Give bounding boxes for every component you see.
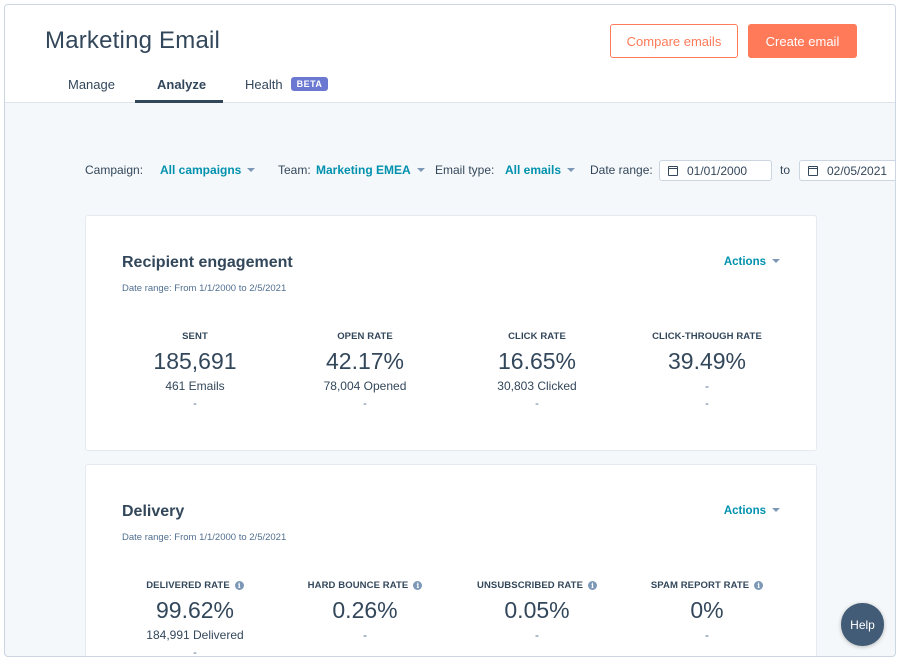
metric-sub: - (705, 379, 709, 393)
metric-value: 39.49% (667, 348, 746, 374)
metric-value: 16.65% (497, 348, 576, 374)
metric-unsubscribed-rate: UNSUBSCRIBED RATE i 0.05% - (452, 579, 622, 644)
team-value: Marketing EMEA (316, 163, 411, 177)
campaign-value: All campaigns (160, 163, 242, 177)
info-icon[interactable]: i (588, 580, 598, 590)
engagement-title: Recipient engagement (122, 254, 293, 271)
metric-dash: - (193, 647, 197, 657)
metric-label: SENT (182, 330, 208, 342)
engagement-date-range: Date range: From 1/1/2000 to 2/5/2021 (122, 283, 287, 294)
metric-open-rate: OPEN RATE 42.17% 78,004 Opened - (280, 330, 450, 412)
metric-label-row: UNSUBSCRIBED RATE i (452, 579, 622, 591)
metric-value: 0% (690, 597, 724, 623)
metric-dash: - (363, 398, 367, 410)
tab-analyze-label: Analyze (157, 77, 207, 92)
metric-sub: - (705, 628, 709, 642)
tab-manage[interactable]: Manage (68, 77, 115, 103)
app-window: Marketing Email Compare emails Create em… (4, 4, 896, 657)
date-from-input[interactable]: 01/01/2000 (659, 160, 772, 181)
to-label: to (780, 163, 791, 177)
recipient-engagement-card: Recipient engagement Date range: From 1/… (85, 215, 817, 451)
metric-label: UNSUBSCRIBED RATE (476, 579, 584, 591)
metric-sub: 184,991 Delivered (146, 628, 244, 642)
metric-label: SPAM REPORT RATE (650, 579, 750, 591)
metric-label-row: SPAM REPORT RATE i (622, 579, 792, 591)
metric-dash: - (705, 398, 709, 410)
metric-label: OPEN RATE (337, 330, 393, 342)
header: Marketing Email Compare emails Create em… (5, 5, 895, 103)
metric-value: 99.62% (155, 597, 234, 623)
campaign-label: Campaign: (85, 163, 144, 177)
team-dropdown[interactable]: Marketing EMEA (316, 163, 425, 177)
email-type-label: Email type: (435, 163, 495, 177)
delivery-title: Delivery (122, 503, 185, 520)
metric-spam-report-rate: SPAM REPORT RATE i 0% - (622, 579, 792, 644)
metric-label: CLICK RATE (508, 330, 566, 342)
actions-label: Actions (723, 256, 766, 268)
metric-label: DELIVERED RATE (146, 579, 230, 591)
info-icon[interactable]: i (754, 580, 764, 590)
metric-value: 0.05% (504, 597, 570, 623)
metric-sent: SENT 185,691 461 Emails - (110, 330, 280, 412)
create-email-button[interactable]: Create email (748, 24, 857, 58)
metric-delivered-rate: DELIVERED RATE i 99.62% 184,991 Delivered… (110, 579, 280, 657)
tab-manage-label: Manage (68, 77, 115, 92)
caret-down-icon (772, 258, 780, 263)
metric-label: HARD BOUNCE RATE (307, 579, 409, 591)
info-icon[interactable]: i (234, 580, 244, 590)
metric-label: CLICK-THROUGH RATE (652, 330, 762, 342)
metric-sub: - (535, 628, 539, 642)
metric-dash: - (535, 398, 539, 410)
metric-value: 185,691 (153, 348, 237, 374)
info-icon[interactable]: i (413, 580, 423, 590)
caret-down-icon (247, 167, 256, 172)
compare-emails-button[interactable]: Compare emails (610, 24, 738, 58)
metric-dash: - (193, 398, 197, 410)
metric-sub: 461 Emails (165, 379, 225, 393)
metric-sub: 30,803 Clicked (497, 379, 577, 393)
delivery-card: Delivery Date range: From 1/1/2000 to 2/… (85, 464, 817, 657)
campaign-dropdown[interactable]: All campaigns (160, 163, 256, 177)
caret-down-icon (772, 507, 780, 512)
metric-value: 42.17% (325, 348, 404, 374)
caret-down-icon (567, 167, 576, 172)
beta-badge: BETA (290, 77, 329, 91)
date-range-label: Date range: (590, 163, 653, 177)
active-tab-indicator (135, 100, 223, 103)
tab-analyze[interactable]: Analyze (157, 77, 206, 103)
tab-health-label: Health (245, 77, 283, 92)
caret-down-icon (416, 167, 425, 172)
metric-label-row: DELIVERED RATE i (110, 579, 280, 591)
actions-label: Actions (723, 505, 766, 517)
metric-sub: - (363, 628, 367, 642)
delivery-date-range: Date range: From 1/1/2000 to 2/5/2021 (122, 532, 287, 543)
calendar-icon (668, 165, 678, 176)
metric-click-through-rate: CLICK-THROUGH RATE 39.49% - - (622, 330, 792, 412)
team-label: Team: (278, 163, 311, 177)
date-to-input[interactable]: 02/05/2021 (799, 160, 895, 181)
date-to-value: 02/05/2021 (827, 163, 888, 178)
help-button[interactable]: Help (841, 603, 884, 646)
engagement-actions-dropdown[interactable]: Actions (724, 256, 780, 268)
metric-click-rate: CLICK RATE 16.65% 30,803 Clicked - (452, 330, 622, 412)
metric-label-row: HARD BOUNCE RATE i (280, 579, 450, 591)
calendar-icon (808, 165, 818, 176)
metric-sub: 78,004 Opened (323, 379, 407, 393)
email-type-value: All emails (505, 163, 562, 177)
page-title: Marketing Email (45, 27, 221, 54)
delivery-actions-dropdown[interactable]: Actions (724, 505, 780, 517)
metric-hard-bounce-rate: HARD BOUNCE RATE i 0.26% - (280, 579, 450, 644)
email-type-dropdown[interactable]: All emails (505, 163, 576, 177)
metric-value: 0.26% (332, 597, 398, 623)
date-from-value: 01/01/2000 (687, 163, 748, 178)
tab-health[interactable]: Health BETA (245, 77, 329, 103)
